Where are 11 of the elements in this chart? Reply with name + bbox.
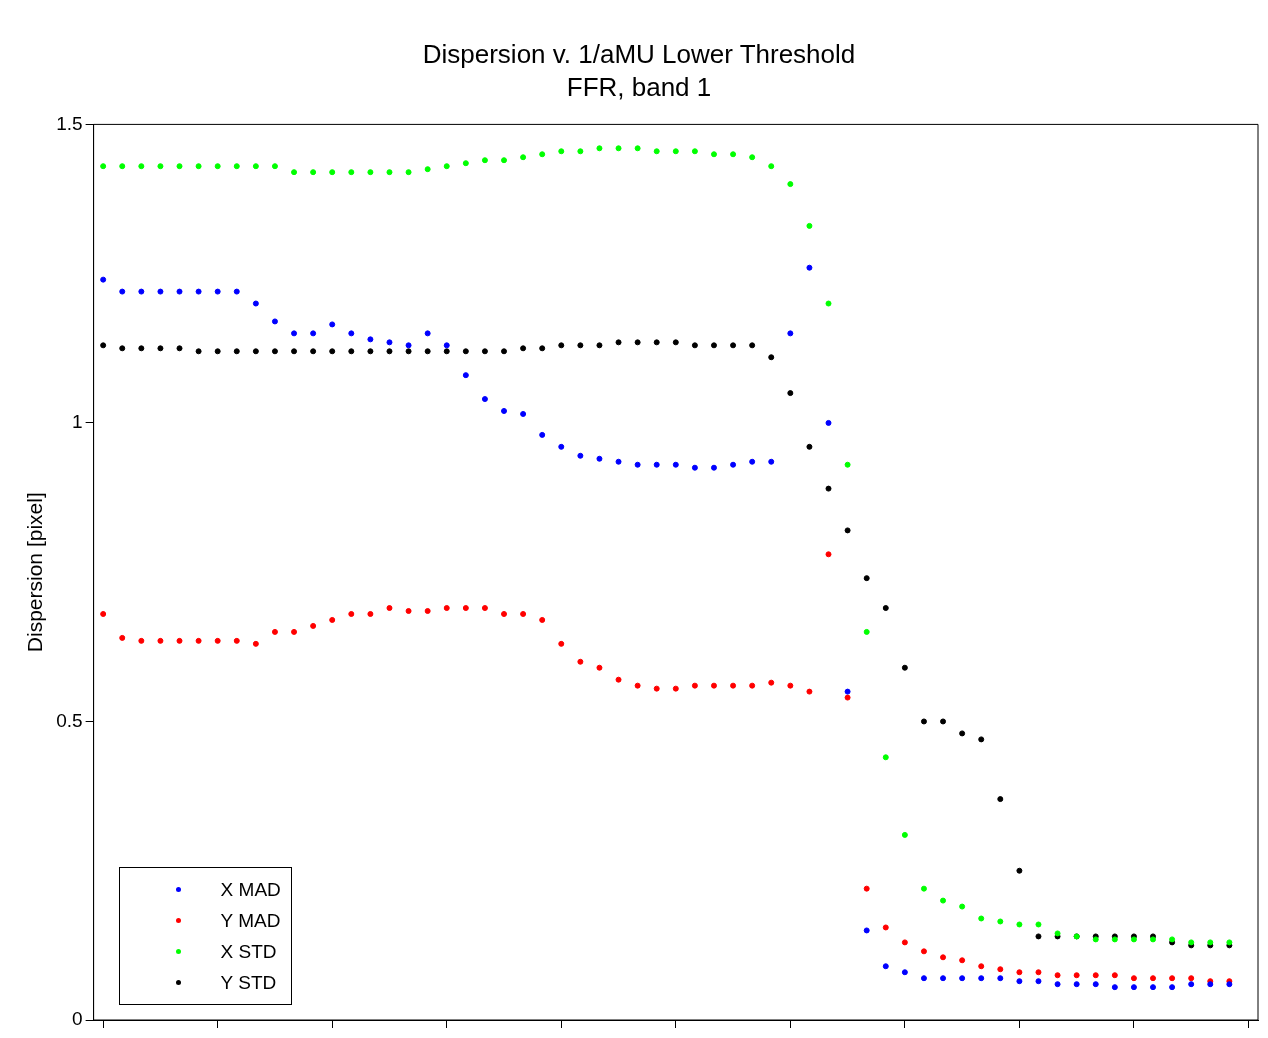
legend-label: X MAD [220,878,281,901]
legend-label: Y MAD [220,909,281,932]
y-tick-label: 1 [72,411,83,433]
chart-title: Dispersion v. 1/aMU Lower Threshold [422,38,856,69]
y-axis-title: Dispersion [pixel] [23,492,47,653]
y-tick-label: 0 [72,1008,83,1030]
y-tick-label: 1.5 [56,112,83,134]
legend-label: X STD [220,940,277,963]
y-tick-label: 0.5 [56,709,83,731]
legend-label: Y STD [220,971,277,994]
chart-subtitle: FFR, band 1 [566,71,712,102]
